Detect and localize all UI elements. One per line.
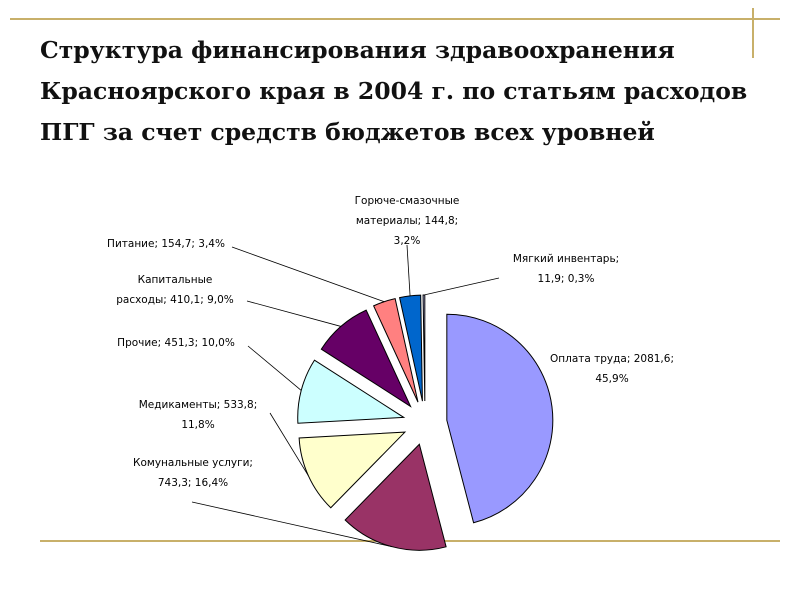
data-label-комунальные-услуги: Комунальные услуги; 743,3; 16,4%: [133, 457, 253, 489]
pie-slice-горюче-смазочные-материалы: [398, 294, 423, 402]
leader-line-комунальные-услуги: [191, 501, 393, 548]
data-label-оплата-труда: Оплата труда; 2081,6; 45,9%: [550, 353, 674, 385]
top-rule: [10, 18, 780, 20]
data-label-прочие: Прочие; 451,3; 10,0%: [117, 337, 235, 349]
pie-slice-оплата-труда: [446, 313, 554, 524]
data-label-капитальные-расходы: Капитальные расходы; 410,1; 9,0%: [116, 274, 234, 306]
leader-line-прочие: [247, 345, 302, 391]
title-line-1: Структура финансирования здравоохранения: [40, 36, 675, 64]
data-label-медикаменты: Медикаменты; 533,8; 11,8%: [139, 399, 258, 431]
top-right-rule: [752, 8, 754, 58]
data-label-питание: Питание; 154,7; 3,4%: [107, 238, 225, 250]
pie-slice-комунальные-услуги: [344, 443, 447, 551]
leader-line-медикаменты: [269, 412, 309, 477]
pie-slice-прочие: [297, 359, 406, 424]
leader-line-горюче-смазочные-материалы: [406, 244, 411, 296]
pie-slice-медикаменты: [298, 431, 407, 509]
pie-slice-питание: [372, 298, 419, 403]
data-label-мягкий-инвентарь: Мягкий инвентарь; 11,9; 0,3%: [513, 253, 619, 285]
slide-title: Структура финансирования здравоохранения…: [40, 30, 790, 153]
title-line-3: ПГГ за счет средств бюджетов всех уровне…: [40, 118, 655, 146]
pie-slice-мягкий-инвентарь: [422, 294, 426, 402]
data-label-горюче-смазочные-материалы: Горюче-смазочные материалы; 144,8; 3,2%: [355, 195, 460, 247]
title-line-2: Красноярского края в 2004 г. по статьям …: [40, 77, 748, 105]
leader-line-мягкий-инвентарь: [423, 277, 500, 296]
leader-line-капитальные-расходы: [246, 300, 342, 327]
leader-line-питание: [231, 246, 385, 303]
